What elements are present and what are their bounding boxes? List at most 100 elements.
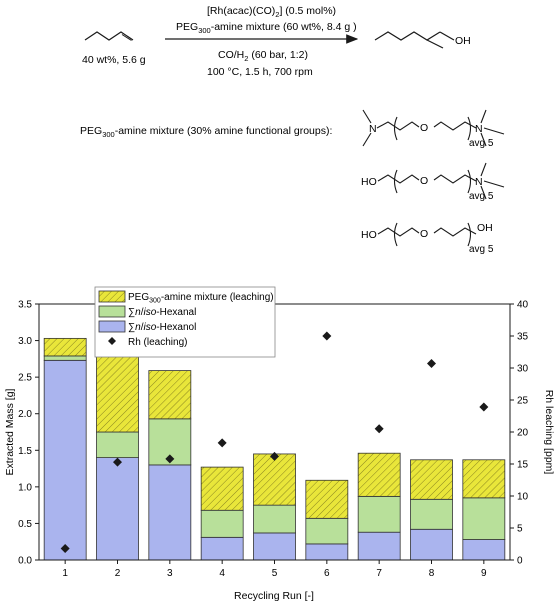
svg-text:HO: HO [361,229,377,241]
bar-hexanol-run-2 [96,457,139,561]
legend: PEG300-amine mixture (leaching) ∑n/iso-H… [94,286,276,358]
bar-peg-leaching-run-2 [96,356,139,433]
bar-hexanol-run-6 [305,543,349,561]
bar-peg-leaching-run-6 [305,479,349,519]
y-tick-label: 1.5 [18,446,32,457]
x-tick-label: 3 [167,568,173,579]
x-tick-label: 4 [219,568,225,579]
bar-hexanol-run-1 [43,359,87,561]
bar-hexanol-run-7 [357,531,401,561]
y-tick-label: 0.0 [18,556,32,567]
y2-axis-label: Rh leaching [ppm] [543,390,555,475]
x-tick-label: 7 [376,568,382,579]
legend-label-rh: Rh (leaching) [128,337,187,348]
svg-text:OH: OH [477,222,493,234]
bar-hexanal-run-8 [410,498,453,530]
solvent-line: PEG300-amine mixture (60 wt%, 8.4 g ) [176,21,357,35]
y-axis-label: Extracted Mass [g] [4,388,16,475]
rh-leaching-point-run-1 [60,543,70,553]
x-tick-label: 9 [481,568,487,579]
svg-text:avg 5: avg 5 [469,138,494,149]
amine-structure-2: HO O N avg 5 [361,162,505,202]
bar-peg-leaching-run-4 [200,466,244,511]
bar-hexanal-run-7 [357,495,401,533]
rh-leaching-point-run-3 [165,454,175,464]
bar-peg-leaching-run-1 [43,337,87,357]
y2-tick-label: 30 [517,364,529,375]
svg-text:avg 5: avg 5 [469,191,494,202]
bar-hexanol-run-4 [200,536,244,561]
mixture-caption: PEG300-amine mixture (30% amine function… [80,125,332,139]
amine-structure-1: N O N avg 5 [362,109,505,149]
catalyst-line: [Rh(acac)(CO)2] (0.5 mol%) [207,5,336,19]
extraction-chart: 0.00.51.01.52.02.53.03.5 051015202530354… [4,286,555,602]
bar-hexanol-run-3 [148,464,192,561]
svg-text:O: O [420,228,428,240]
legend-swatch-hexanol [98,320,126,333]
bar-peg-leaching-run-8 [410,459,453,500]
rh-leaching-point-run-4 [217,438,227,448]
legend-swatch-hexanal [98,305,126,318]
bar-hexanal-run-2 [96,431,139,459]
y2-tick-label: 25 [517,396,529,407]
svg-text:O: O [420,175,428,187]
y-tick-label: 3.5 [18,300,32,311]
bar-hexanal-run-4 [200,509,244,538]
y2-tick-label: 40 [517,300,529,311]
bar-hexanal-run-6 [305,517,349,545]
bar-peg-leaching-run-7 [357,452,401,497]
bar-hexanol-run-5 [253,532,296,561]
bar-peg-leaching-run-9 [462,459,506,499]
x-tick-label: 5 [272,568,278,579]
legend-label-hexanal: ∑n/iso-Hexanal [128,307,196,318]
bar-hexanal-run-5 [253,504,296,534]
x-tick-label: 1 [62,568,68,579]
bar-hexanal-run-1 [43,355,87,361]
y2-tick-label: 10 [517,492,529,503]
legend-marker-rh [108,337,116,345]
bar-hexanal-run-9 [462,497,506,540]
x-tick-label: 8 [429,568,435,579]
y2-tick-label: 35 [517,332,529,343]
x-tick-label: 6 [324,568,330,579]
gas-conditions: CO/H2 (60 bar, 1:2) [218,49,308,63]
svg-text:HO: HO [361,176,377,188]
reaction-scheme: 40 wt%, 5.6 g [Rh(acac)(CO)2] (0.5 mol%)… [80,5,505,255]
product-hexanol-structure [374,31,441,41]
y2-tick-label: 15 [517,460,529,471]
svg-text:N: N [475,123,483,135]
y-tick-label: 2.5 [18,373,32,384]
y2-tick-label: 0 [517,556,523,567]
reactant-amount: 40 wt%, 5.6 g [82,54,146,66]
rh-leaching-point-run-5 [270,451,279,461]
y-tick-label: 0.5 [18,519,32,530]
rh-leaching-point-run-7 [374,424,384,434]
bar-hexanol-run-8 [410,528,453,561]
svg-text:N: N [475,176,483,188]
peg-structure-3: HO O OH avg 5 [361,222,494,255]
y-tick-label: 1.0 [18,482,32,493]
y2-tick-label: 5 [517,524,523,535]
temperature-time-conditions: 100 °C, 1.5 h, 700 rpm [207,66,313,78]
svg-text:avg 5: avg 5 [469,244,494,255]
legend-swatch-peg [98,290,126,303]
reactant-pentene-structure [84,31,134,41]
bar-hexanal-run-3 [148,418,192,466]
x-axis-label: Recycling Run [-] [234,590,314,602]
x-tick-label: 2 [115,568,121,579]
rh-leaching-point-run-2 [113,457,122,467]
legend-label-peg: PEG300-amine mixture (leaching) [128,292,274,305]
bar-peg-leaching-run-5 [253,453,296,506]
legend-label-hexanol: ∑n/iso-Hexanol [128,322,196,333]
bar-hexanol-run-9 [462,539,506,561]
svg-text:O: O [420,122,428,134]
bar-peg-leaching-run-3 [148,370,192,420]
y-tick-label: 2.0 [18,409,32,420]
rh-leaching-point-run-8 [427,359,436,369]
rh-leaching-point-run-6 [322,331,332,341]
product-oh-label: OH [455,35,471,47]
rh-leaching-point-run-9 [479,402,489,412]
y2-tick-label: 20 [517,428,529,439]
y-tick-label: 3.0 [18,336,32,347]
svg-text:N: N [369,123,377,135]
